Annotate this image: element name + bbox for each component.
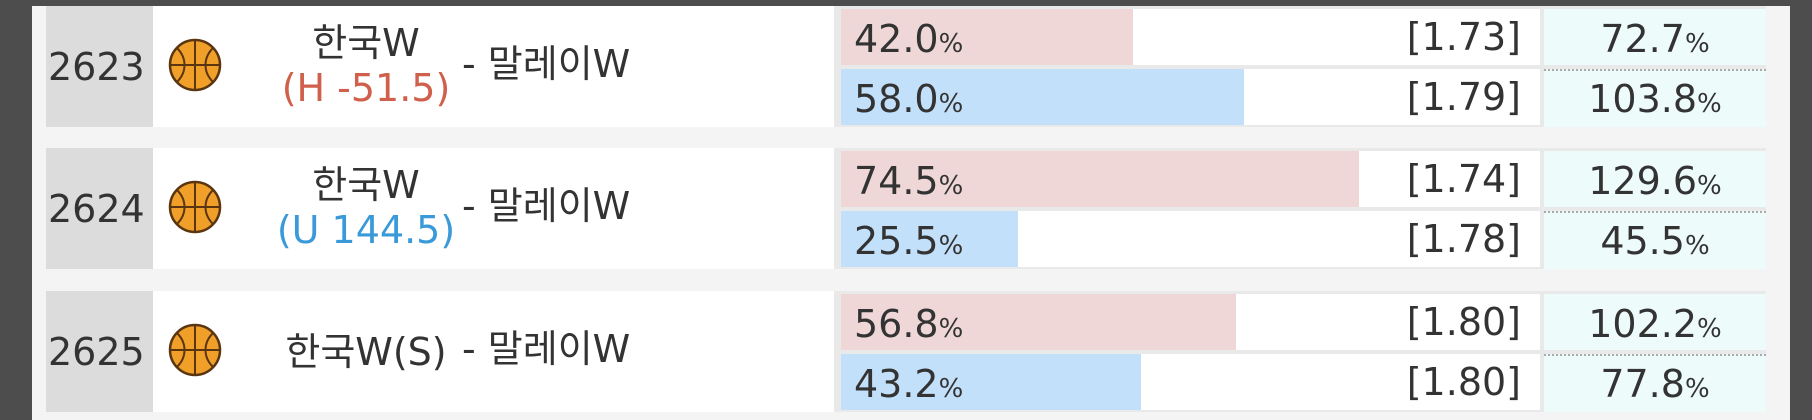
odds: [1.74] bbox=[1406, 157, 1521, 201]
return-cell bbox=[1544, 354, 1766, 412]
basketball-icon bbox=[168, 323, 222, 376]
match-row: 2624 한국W (U 144.5) - 말레이W 74.5% [1.74] 129.6% 2… bbox=[46, 148, 1766, 269]
away-team: - 말레이W bbox=[462, 41, 631, 86]
pct-label: 74.5% bbox=[854, 159, 964, 203]
return-pct: 77.8% bbox=[1600, 362, 1710, 406]
pct-bar bbox=[841, 211, 1019, 267]
id-cell bbox=[46, 6, 153, 127]
basketball-icon bbox=[168, 180, 222, 233]
pct-bar bbox=[841, 354, 1142, 410]
return-pct: 129.6% bbox=[1588, 159, 1722, 203]
handicap: (U 144.5) bbox=[276, 208, 456, 252]
match-id: 2623 bbox=[48, 44, 145, 89]
match-row: 2623 한국W (H -51.5) - 말레이W 42.0% [1.73] 72.7% 58… bbox=[46, 6, 1766, 127]
odds: [1.80] bbox=[1406, 300, 1521, 344]
return-cell bbox=[1544, 294, 1766, 350]
odds: [1.80] bbox=[1406, 360, 1521, 404]
odds: [1.73] bbox=[1406, 15, 1521, 59]
basketball-icon bbox=[168, 38, 222, 91]
pct-bar bbox=[841, 69, 1245, 125]
return-cell bbox=[1544, 69, 1766, 127]
home-team: 한국W(S) bbox=[285, 329, 447, 374]
return-cell bbox=[1544, 211, 1766, 269]
pct-bar bbox=[841, 151, 1359, 207]
match-id: 2624 bbox=[48, 186, 145, 231]
id-cell bbox=[46, 148, 153, 269]
odds: [1.79] bbox=[1406, 75, 1521, 119]
away-team: - 말레이W bbox=[462, 326, 631, 371]
return-cell bbox=[1544, 9, 1766, 65]
pct-bar bbox=[841, 9, 1133, 65]
pct-label: 43.2% bbox=[854, 362, 964, 406]
home-team: 한국W bbox=[312, 21, 420, 65]
return-pct: 45.5% bbox=[1600, 219, 1710, 263]
odds: [1.78] bbox=[1406, 217, 1521, 261]
away-team: - 말레이W bbox=[462, 183, 631, 228]
return-pct: 102.2% bbox=[1588, 302, 1722, 346]
pct-label: 42.0% bbox=[854, 17, 964, 61]
return-cell bbox=[1544, 151, 1766, 207]
match-id: 2625 bbox=[48, 329, 145, 374]
match-row: 2625 한국W(S) - 말레이W 56.8% [1.80] 102.2% 43.2% [1… bbox=[46, 291, 1766, 412]
handicap: (H -51.5) bbox=[281, 66, 451, 110]
home-team: 한국W bbox=[312, 163, 420, 207]
pct-label: 58.0% bbox=[854, 77, 964, 121]
id-cell bbox=[46, 291, 153, 412]
return-pct: 72.7% bbox=[1600, 17, 1710, 61]
pct-label: 25.5% bbox=[854, 219, 964, 263]
match-list: 2623 한국W (H -51.5) - 말레이W 42.0% [1.73] 72.7% 58… bbox=[32, 6, 1790, 420]
pct-label: 56.8% bbox=[854, 302, 964, 346]
pct-bar bbox=[841, 294, 1236, 350]
return-pct: 103.8% bbox=[1588, 77, 1722, 121]
